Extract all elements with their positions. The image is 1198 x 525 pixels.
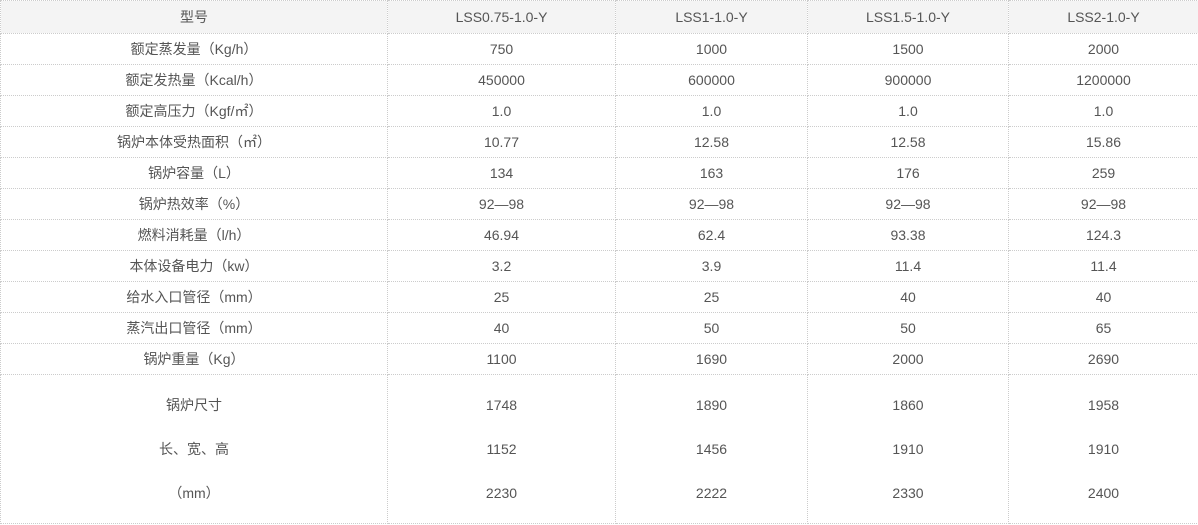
- header-model-label: 型号: [0, 0, 388, 34]
- value-cell: 3.2: [387, 250, 616, 282]
- value-cell: 3.9: [615, 250, 808, 282]
- header-model-1: LSS0.75-1.0-Y: [387, 0, 616, 34]
- dimension-value: 1456: [695, 441, 728, 457]
- value-cell: 11.4: [1008, 250, 1198, 282]
- table-row: 本体设备电力（kw） 3.2 3.9 11.4 11.4: [0, 250, 1198, 282]
- value-cell: 1.0: [387, 95, 616, 127]
- value-cell: 1000: [615, 33, 808, 65]
- value-cell: 1100: [387, 343, 616, 375]
- table-row: 锅炉容量（L） 134 163 176 259: [0, 157, 1198, 189]
- spec-table-body: 额定蒸发量（Kg/h） 750 1000 1500 2000 额定发热量（Kcal/h） 4…: [0, 33, 1198, 524]
- dimension-value: 2330: [892, 485, 924, 501]
- value-cell: 450000: [387, 64, 616, 96]
- value-cell: 1.0: [807, 95, 1009, 127]
- dimensions-label-line: 锅炉尺寸: [166, 397, 222, 413]
- row-label: 锅炉容量（L）: [0, 157, 388, 189]
- value-cell: 92—98: [807, 188, 1009, 220]
- value-cell: 259: [1008, 157, 1198, 189]
- row-label: 锅炉重量（Kg）: [0, 343, 388, 375]
- value-cell: 46.94: [387, 219, 616, 251]
- value-cell: 1.0: [1008, 95, 1198, 127]
- value-cell: 15.86: [1008, 126, 1198, 158]
- value-cell: 50: [615, 312, 808, 344]
- spec-table-header: 型号 LSS0.75-1.0-Y LSS1-1.0-Y LSS1.5-1.0-Y…: [0, 0, 1198, 34]
- value-cell: 93.38: [807, 219, 1009, 251]
- value-cell: 1.0: [615, 95, 808, 127]
- header-row: 型号 LSS0.75-1.0-Y LSS1-1.0-Y LSS1.5-1.0-Y…: [0, 0, 1198, 34]
- value-cell: 1690: [615, 343, 808, 375]
- value-cell: 40: [387, 312, 616, 344]
- dimension-value: 2230: [485, 485, 518, 501]
- dimension-value: 1748: [485, 397, 518, 413]
- table-row: 给水入口管径（mm） 25 25 40 40: [0, 281, 1198, 313]
- value-cell: 900000: [807, 64, 1009, 96]
- value-cell: 750: [387, 33, 616, 65]
- value-cell: 2000: [807, 343, 1009, 375]
- value-cell: 62.4: [615, 219, 808, 251]
- header-model-2: LSS1-1.0-Y: [615, 0, 808, 34]
- value-cell: 25: [615, 281, 808, 313]
- value-cell: 134: [387, 157, 616, 189]
- row-label: 本体设备电力（kw）: [0, 250, 388, 282]
- table-row: 额定高压力（Kgf/㎡） 1.0 1.0 1.0 1.0: [0, 95, 1198, 127]
- value-cell: 25: [387, 281, 616, 313]
- dimension-value: 1860: [892, 397, 924, 413]
- value-cell: 124.3: [1008, 219, 1198, 251]
- value-cell: 12.58: [807, 126, 1009, 158]
- value-cell: 600000: [615, 64, 808, 96]
- value-cell: 11.4: [807, 250, 1009, 282]
- table-row: 锅炉本体受热面积（㎡） 10.77 12.58 12.58 15.86: [0, 126, 1198, 158]
- table-row: 额定发热量（Kcal/h） 450000 600000 900000 1200000: [0, 64, 1198, 96]
- row-label: 蒸汽出口管径（mm）: [0, 312, 388, 344]
- row-label: 额定高压力（Kgf/㎡）: [0, 95, 388, 127]
- row-label: 燃料消耗量（l/h）: [0, 219, 388, 251]
- dimension-value: 2222: [695, 485, 728, 501]
- value-cell: 50: [807, 312, 1009, 344]
- dimensions-value-cell: 1958 1910 2400: [1008, 374, 1198, 524]
- dimensions-value-cell: 1860 1910 2330: [807, 374, 1009, 524]
- row-label: 锅炉热效率（%）: [0, 188, 388, 220]
- table-row: 额定蒸发量（Kg/h） 750 1000 1500 2000: [0, 33, 1198, 65]
- value-cell: 12.58: [615, 126, 808, 158]
- dimensions-value-cell: 1890 1456 2222: [615, 374, 808, 524]
- dimension-value: 1152: [486, 441, 517, 457]
- value-cell: 92—98: [1008, 188, 1198, 220]
- table-row: 燃料消耗量（l/h） 46.94 62.4 93.38 124.3: [0, 219, 1198, 251]
- table-row: 锅炉重量（Kg） 1100 1690 2000 2690: [0, 343, 1198, 375]
- header-model-3: LSS1.5-1.0-Y: [807, 0, 1009, 34]
- dimension-value: 1910: [1087, 441, 1120, 457]
- header-model-4: LSS2-1.0-Y: [1008, 0, 1198, 34]
- value-cell: 163: [615, 157, 808, 189]
- table-row: 蒸汽出口管径（mm） 40 50 50 65: [0, 312, 1198, 344]
- value-cell: 176: [807, 157, 1009, 189]
- value-cell: 40: [807, 281, 1009, 313]
- value-cell: 92—98: [387, 188, 616, 220]
- dimensions-label-line: 长、宽、高: [159, 441, 229, 457]
- dimensions-label-line: （mm）: [168, 485, 220, 501]
- value-cell: 1500: [807, 33, 1009, 65]
- dimension-value: 1890: [695, 397, 728, 413]
- dimensions-label: 锅炉尺寸长、宽、高 （mm）: [0, 374, 388, 524]
- dimensions-value-cell: 1748 1152 2230: [387, 374, 616, 524]
- row-label: 锅炉本体受热面积（㎡）: [0, 126, 388, 158]
- table-row: 锅炉热效率（%） 92—98 92—98 92—98 92—98: [0, 188, 1198, 220]
- value-cell: 1200000: [1008, 64, 1198, 96]
- row-label: 给水入口管径（mm）: [0, 281, 388, 313]
- row-label: 额定蒸发量（Kg/h）: [0, 33, 388, 65]
- value-cell: 2690: [1008, 343, 1198, 375]
- value-cell: 92—98: [615, 188, 808, 220]
- value-cell: 2000: [1008, 33, 1198, 65]
- dimension-value: 2400: [1087, 485, 1120, 501]
- dimensions-row: 锅炉尺寸长、宽、高 （mm） 1748 1152 2230 1890 1456 2222 186…: [0, 374, 1198, 524]
- value-cell: 40: [1008, 281, 1198, 313]
- value-cell: 10.77: [387, 126, 616, 158]
- dimension-value: 1958: [1087, 397, 1120, 413]
- row-label: 额定发热量（Kcal/h）: [0, 64, 388, 96]
- dimension-value: 1910: [892, 441, 924, 457]
- value-cell: 65: [1008, 312, 1198, 344]
